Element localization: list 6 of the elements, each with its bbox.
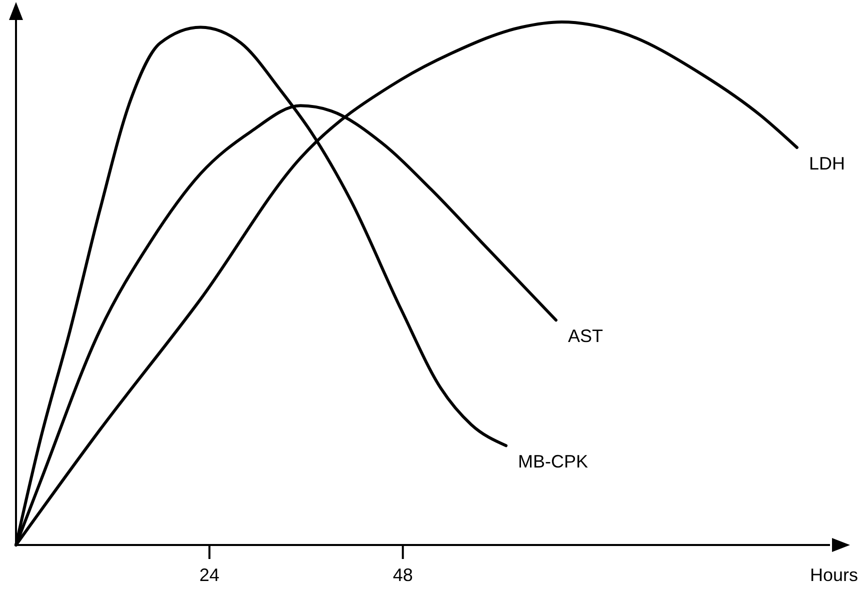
series-label: LDH — [808, 154, 845, 174]
x-axis-title: Hours — [810, 565, 858, 585]
series-label: MB-CPK — [518, 452, 588, 472]
x-tick-label: 24 — [199, 565, 220, 585]
series-label: AST — [568, 326, 603, 346]
x-tick-label: 48 — [392, 565, 413, 585]
